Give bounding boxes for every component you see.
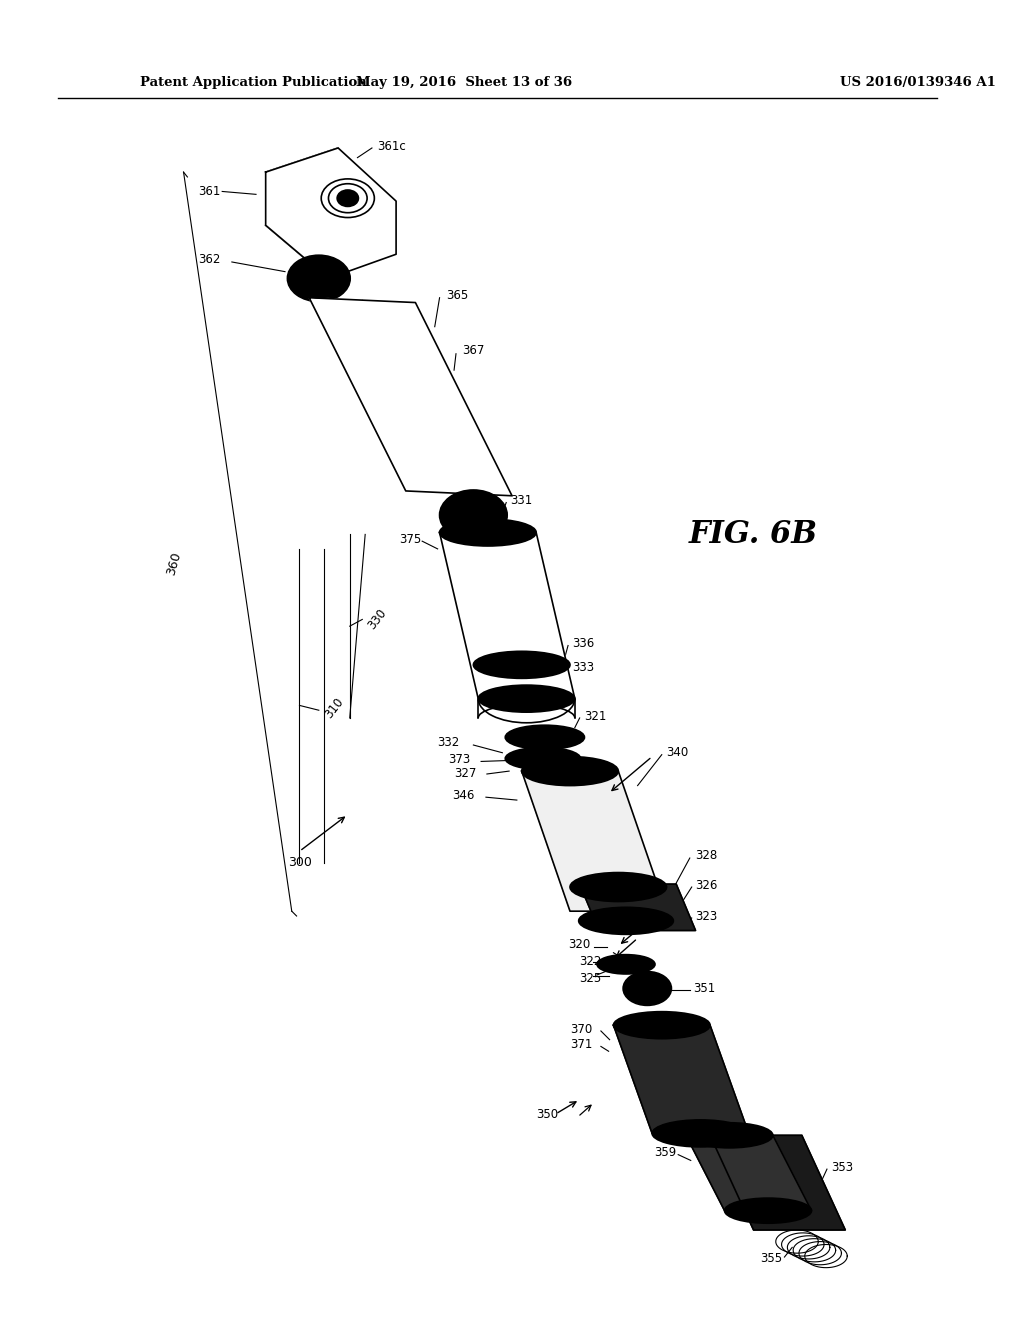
Polygon shape: [521, 771, 667, 911]
Text: 361c: 361c: [377, 140, 406, 153]
Text: 320: 320: [568, 939, 590, 952]
Ellipse shape: [478, 685, 574, 713]
Text: FIG. 6B: FIG. 6B: [689, 519, 818, 550]
Ellipse shape: [613, 1011, 710, 1039]
Text: 350: 350: [537, 1107, 558, 1121]
Text: 331: 331: [510, 494, 532, 507]
Text: 328: 328: [695, 849, 718, 862]
Text: 332: 332: [437, 735, 460, 748]
Text: 327: 327: [454, 767, 476, 780]
Text: 336: 336: [572, 638, 594, 649]
Polygon shape: [309, 298, 512, 496]
Text: 360: 360: [164, 550, 183, 577]
Ellipse shape: [639, 982, 656, 995]
Text: 373: 373: [449, 752, 470, 766]
Ellipse shape: [686, 1123, 773, 1148]
Text: 326: 326: [695, 879, 718, 891]
Text: May 19, 2016  Sheet 13 of 36: May 19, 2016 Sheet 13 of 36: [355, 75, 571, 88]
Ellipse shape: [579, 907, 674, 935]
Ellipse shape: [473, 651, 570, 678]
Text: 321: 321: [585, 710, 607, 722]
Text: 310: 310: [323, 696, 346, 721]
Text: 371: 371: [570, 1038, 592, 1051]
Ellipse shape: [652, 1119, 749, 1147]
Text: 333: 333: [572, 661, 594, 675]
Text: 359: 359: [654, 1146, 676, 1159]
Text: 353: 353: [830, 1160, 853, 1173]
Polygon shape: [686, 1135, 811, 1210]
Text: 355: 355: [761, 1253, 782, 1266]
Text: 365: 365: [446, 289, 469, 302]
Polygon shape: [439, 532, 574, 698]
Text: 367: 367: [462, 345, 484, 358]
Ellipse shape: [302, 265, 336, 290]
Text: 362: 362: [198, 252, 220, 265]
Text: 351: 351: [693, 982, 716, 995]
Ellipse shape: [624, 972, 672, 1006]
Ellipse shape: [521, 756, 618, 785]
Ellipse shape: [337, 190, 358, 206]
Text: US 2016/0139346 A1: US 2016/0139346 A1: [841, 75, 996, 88]
Ellipse shape: [439, 519, 537, 546]
Text: 325: 325: [580, 973, 602, 985]
Polygon shape: [580, 884, 695, 931]
Ellipse shape: [505, 747, 581, 770]
Text: 300: 300: [288, 857, 311, 870]
Polygon shape: [265, 148, 396, 279]
Ellipse shape: [597, 954, 655, 974]
Ellipse shape: [454, 500, 493, 529]
Text: 346: 346: [453, 789, 474, 801]
Text: 370: 370: [570, 1023, 592, 1036]
Text: 340: 340: [667, 746, 689, 759]
Text: 322: 322: [580, 954, 602, 968]
Polygon shape: [710, 1135, 846, 1230]
Text: 323: 323: [695, 909, 718, 923]
Ellipse shape: [288, 255, 350, 301]
Text: 361: 361: [198, 185, 220, 198]
Ellipse shape: [725, 1199, 811, 1224]
Text: Patent Application Publication: Patent Application Publication: [140, 75, 367, 88]
Text: 375: 375: [399, 533, 421, 545]
Text: 330: 330: [366, 607, 389, 632]
Ellipse shape: [570, 873, 667, 902]
Ellipse shape: [505, 725, 585, 750]
Polygon shape: [613, 1026, 749, 1134]
Ellipse shape: [439, 490, 507, 540]
